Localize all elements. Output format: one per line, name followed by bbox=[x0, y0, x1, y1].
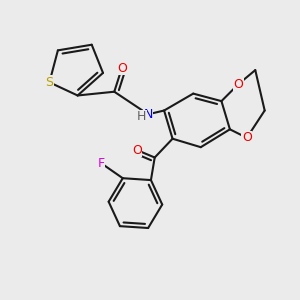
Text: O: O bbox=[233, 78, 243, 91]
Text: H: H bbox=[137, 110, 146, 123]
Text: O: O bbox=[242, 131, 252, 144]
Text: F: F bbox=[98, 157, 105, 170]
Text: N: N bbox=[143, 108, 153, 121]
Text: O: O bbox=[117, 62, 127, 75]
Text: O: O bbox=[132, 143, 142, 157]
Text: S: S bbox=[45, 76, 53, 89]
